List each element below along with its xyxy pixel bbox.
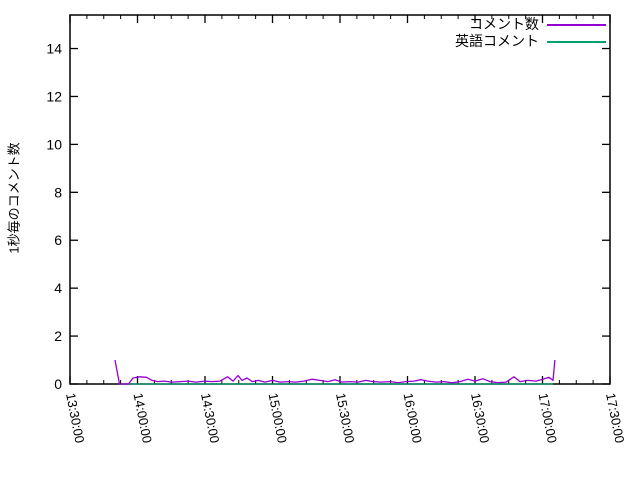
x-tick-label: 13:30:00 — [63, 392, 87, 445]
x-tick-label: 16:00:00 — [401, 392, 425, 445]
y-axis-title: 1秒毎のコメント数 — [6, 142, 22, 254]
x-tick-label: 14:00:00 — [131, 392, 155, 445]
legend-line-swatch-english-comments — [547, 40, 606, 43]
legend-label-comment-count: コメント数 — [469, 16, 539, 32]
y-tick-label: 4 — [54, 280, 62, 296]
y-tick-label: 14 — [46, 41, 62, 57]
y-tick-label: 2 — [54, 328, 62, 344]
legend: コメント数 英語コメント — [455, 17, 606, 49]
y-tick-label: 6 — [54, 232, 62, 248]
series-line-comment-count — [114, 359, 556, 385]
x-tick-label: 14:30:00 — [198, 392, 222, 445]
legend-label-english-comments: 英語コメント — [455, 33, 539, 49]
y-tick-label: 10 — [46, 136, 62, 152]
y-tick-label: 8 — [54, 184, 62, 200]
x-tick-label: 17:30:00 — [603, 392, 627, 445]
x-tick-label: 17:00:00 — [536, 392, 560, 445]
x-tick-label: 16:30:00 — [468, 392, 492, 445]
y-tick-label: 0 — [54, 376, 62, 392]
x-tick-label: 15:00:00 — [266, 392, 290, 445]
plot-border — [69, 14, 611, 385]
y-tick-label: 12 — [46, 88, 62, 104]
x-tick-label: 15:30:00 — [333, 392, 357, 445]
legend-line-swatch-comment-count — [547, 23, 606, 26]
legend-item-comment-count: コメント数 — [455, 17, 606, 32]
legend-item-english-comments: 英語コメント — [455, 34, 606, 49]
